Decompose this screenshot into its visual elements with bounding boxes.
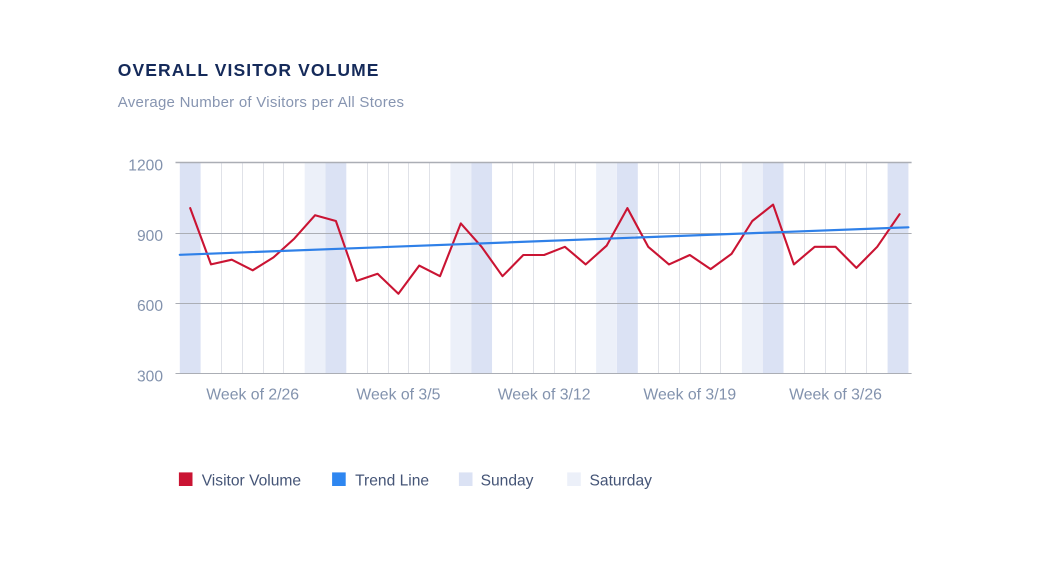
svg-text:Week of 3/12: Week of 3/12 bbox=[498, 387, 591, 404]
svg-text:Visitor Volume: Visitor Volume bbox=[202, 472, 301, 489]
svg-text:Average Number of Visitors per: Average Number of Visitors per All Store… bbox=[118, 94, 405, 111]
svg-text:900: 900 bbox=[137, 228, 163, 245]
svg-text:Week of 3/5: Week of 3/5 bbox=[356, 387, 440, 404]
svg-text:Trend Line: Trend Line bbox=[355, 472, 429, 489]
svg-text:OVERALL VISITOR VOLUME: OVERALL VISITOR VOLUME bbox=[118, 60, 380, 80]
svg-text:600: 600 bbox=[137, 298, 163, 315]
svg-text:Saturday: Saturday bbox=[590, 472, 653, 489]
svg-text:Week of 3/19: Week of 3/19 bbox=[643, 387, 736, 404]
svg-text:Week of 2/26: Week of 2/26 bbox=[206, 387, 299, 404]
svg-text:Week of 3/26: Week of 3/26 bbox=[789, 387, 882, 404]
svg-text:1200: 1200 bbox=[128, 158, 163, 175]
svg-text:Sunday: Sunday bbox=[481, 472, 534, 489]
svg-text:300: 300 bbox=[137, 369, 163, 386]
